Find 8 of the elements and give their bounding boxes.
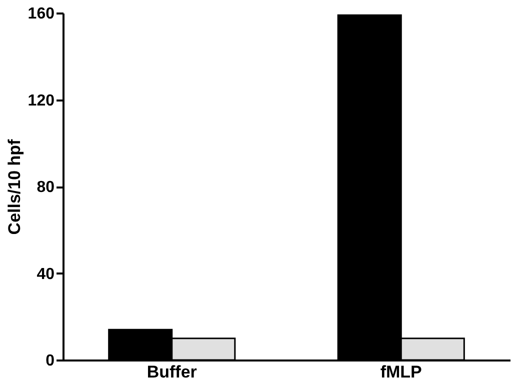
y-tick-label: 160 bbox=[28, 6, 55, 22]
y-tick-label: 40 bbox=[36, 266, 55, 283]
y-tick-label: 0 bbox=[46, 352, 55, 370]
x-tick-label: fMLP bbox=[380, 362, 422, 382]
y-axis-title: Cells/10 hpf bbox=[4, 138, 24, 235]
y-tick-label: 80 bbox=[36, 179, 55, 196]
x-tick-label: Buffer bbox=[146, 362, 198, 382]
y-tick-label: 120 bbox=[28, 92, 55, 110]
